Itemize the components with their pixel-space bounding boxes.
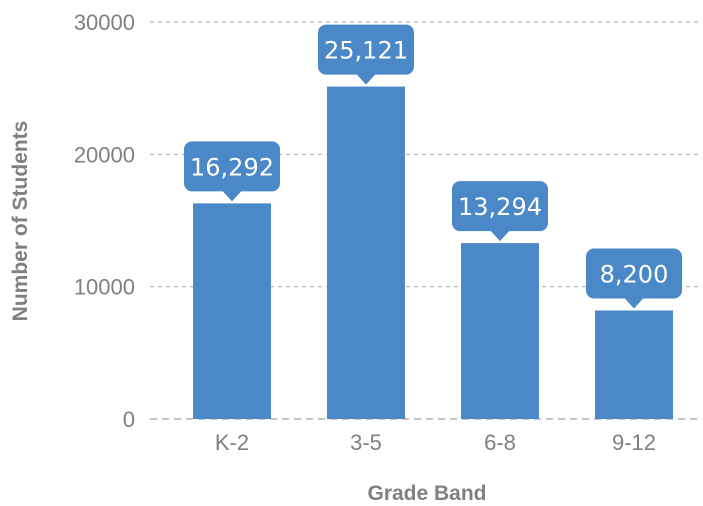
data-label-text: 25,121 [324,37,408,65]
bar [595,310,673,419]
data-label-pointer [356,73,376,85]
data-label-bubble [318,24,414,75]
data-label-bubble [452,181,548,232]
bar [327,86,405,419]
x-tick-label: 9-12 [612,430,656,455]
data-label-pointer [624,297,644,309]
x-tick-label: 3-5 [350,430,382,455]
x-tick-label: K-2 [215,430,249,455]
data-label: 8,200 [586,248,682,309]
x-axis-title: Grade Band [367,482,486,505]
data-label: 16,292 [184,141,280,202]
bar [461,243,539,419]
y-tick-label: 20000 [74,142,135,167]
y-tick-label: 30000 [74,10,135,35]
y-axis-ticks: 0 10000 20000 30000 [74,10,135,432]
data-label: 13,294 [452,181,548,242]
bars [193,86,673,419]
y-tick-label: 10000 [74,275,135,300]
x-tick-label: 6-8 [484,430,516,455]
y-axis-title: Number of Students [9,121,32,322]
data-label-bubble [184,141,280,192]
data-label: 25,121 [318,24,414,85]
data-label-pointer [490,230,510,242]
y-tick-label: 0 [123,407,135,432]
data-label-text: 13,294 [458,193,542,221]
data-label-text: 8,200 [600,260,669,288]
data-labels: 16,292 25,121 13,294 8,200 [184,24,682,309]
data-label-bubble [586,248,682,299]
bar [193,203,271,419]
data-label-pointer [222,190,242,202]
x-axis-ticks: K-2 3-5 6-8 9-12 [215,430,656,455]
data-label-text: 16,292 [190,153,274,181]
